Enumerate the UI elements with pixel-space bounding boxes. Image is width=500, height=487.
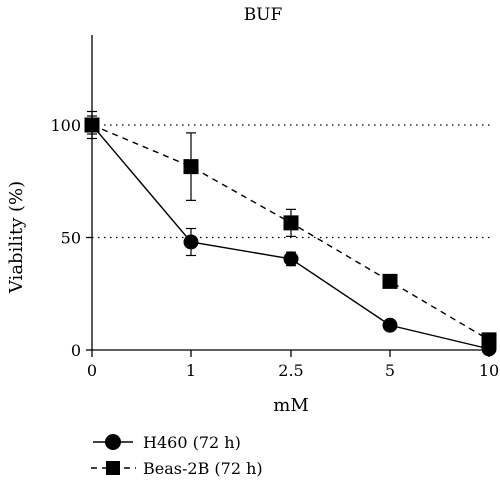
y-axis-label: Viability (%): [6, 181, 27, 294]
x-ticks: 0 1 2.5 5 10: [87, 350, 499, 380]
x-tick-label-5: 5: [385, 361, 395, 380]
y-tick-label-100: 100: [50, 116, 81, 135]
legend-label-beas2b: Beas-2B (72 h): [143, 459, 263, 478]
legend-item-h460: H460 (72 h): [93, 433, 241, 452]
legend-marker-h460: [105, 434, 121, 450]
point-1-3: [382, 273, 398, 289]
legend-item-beas2b: Beas-2B (72 h): [91, 459, 263, 478]
y-ticks: 0 50 100: [50, 116, 92, 360]
point-1-0: [84, 117, 100, 133]
point-1-4: [481, 332, 497, 348]
x-tick-label-1: 1: [186, 361, 196, 380]
point-0-2: [283, 251, 299, 267]
x-tick-label-2.5: 2.5: [278, 361, 303, 380]
series-beas2b: [84, 115, 497, 348]
x-tick-label-10: 10: [479, 361, 499, 380]
x-tick-label-0: 0: [87, 361, 97, 380]
legend-label-h460: H460 (72 h): [143, 433, 241, 452]
y-tick-label-0: 0: [71, 341, 81, 360]
series-layer: [84, 110, 497, 357]
point-1-1: [183, 159, 199, 175]
point-1-2: [283, 215, 299, 231]
point-0-1: [183, 234, 199, 250]
chart-title: BUF: [244, 5, 283, 25]
legend: H460 (72 h) Beas-2B (72 h): [91, 433, 263, 478]
y-tick-label-50: 50: [61, 229, 81, 248]
x-axis-label: mM: [273, 395, 309, 416]
point-0-3: [382, 317, 398, 333]
legend-marker-beas2b: [106, 461, 120, 475]
grid-lines: [92, 124, 491, 239]
